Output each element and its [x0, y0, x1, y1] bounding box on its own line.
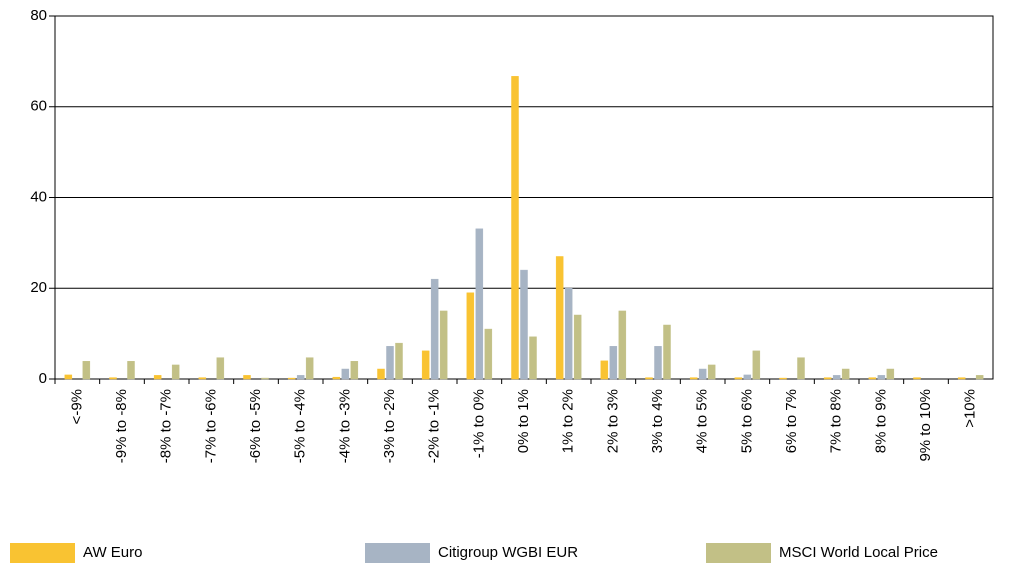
x-tick-label: <-9% — [68, 389, 85, 424]
bar — [555, 256, 564, 380]
x-tick-label: 5% to 6% — [738, 389, 755, 453]
bar — [198, 377, 207, 380]
y-tick-label: 20 — [30, 279, 47, 296]
bar — [689, 377, 698, 380]
bar — [511, 76, 519, 380]
bar — [868, 377, 877, 380]
bar — [439, 310, 448, 380]
x-tick-label: -8% to -7% — [158, 389, 175, 463]
x-tick-label: -7% to -6% — [202, 389, 219, 463]
bar — [64, 374, 73, 380]
legend-swatch — [365, 543, 430, 563]
x-tick-label: 4% to 5% — [694, 389, 711, 453]
bar — [127, 361, 135, 380]
bar — [386, 346, 394, 380]
x-tick-label: -1% to 0% — [470, 389, 487, 458]
bar — [109, 377, 117, 380]
legend-label: MSCI World Local Price — [779, 544, 938, 561]
bar — [618, 310, 627, 380]
x-tick-label: -2% to -1% — [426, 389, 443, 463]
bar — [529, 336, 537, 380]
bar — [350, 361, 359, 380]
bar — [466, 292, 475, 380]
x-tick-label: 0% to 1% — [515, 389, 532, 453]
bar — [332, 376, 341, 380]
x-tick-label: -9% to -8% — [113, 389, 130, 463]
bar — [609, 346, 618, 380]
x-tick-label: -3% to -2% — [381, 389, 398, 463]
bar — [600, 360, 609, 380]
bar — [421, 350, 430, 380]
x-tick-label: 9% to 10% — [917, 389, 934, 462]
y-tick-label: 80 — [30, 7, 47, 24]
bar — [663, 324, 671, 380]
x-tick-label: -5% to -4% — [292, 389, 309, 463]
bar — [296, 375, 305, 380]
x-tick-label: -6% to -5% — [247, 389, 264, 463]
bar — [243, 375, 251, 380]
bar — [171, 364, 180, 380]
y-tick-label: 60 — [30, 98, 47, 115]
bar — [823, 377, 832, 380]
legend-label: AW Euro — [83, 544, 142, 561]
bar — [698, 368, 707, 380]
bar — [779, 377, 787, 380]
bar — [287, 377, 296, 380]
legend-swatch — [10, 543, 75, 563]
bar — [305, 357, 314, 380]
bar — [975, 375, 984, 380]
x-tick-label: 1% to 2% — [560, 389, 577, 453]
bar — [395, 342, 403, 380]
x-tick-label: 3% to 4% — [649, 389, 666, 453]
bar — [841, 368, 850, 380]
bar — [377, 368, 385, 380]
bar — [752, 350, 761, 380]
bar — [520, 269, 528, 380]
x-tick-label: 7% to 8% — [828, 389, 845, 453]
bar — [573, 314, 582, 380]
bar — [886, 368, 895, 380]
bar — [475, 228, 484, 380]
bar — [341, 368, 350, 380]
bar — [957, 377, 966, 380]
x-tick-label: 8% to 9% — [872, 389, 889, 453]
x-tick-label: 6% to 7% — [783, 389, 800, 453]
bar — [153, 375, 162, 380]
legend-label: Citigroup WGBI EUR — [438, 544, 578, 561]
bar — [645, 377, 653, 380]
bar — [430, 278, 439, 380]
bar — [654, 346, 662, 380]
bar — [913, 377, 921, 380]
bar — [743, 374, 752, 380]
bar — [832, 375, 841, 380]
bar — [484, 328, 493, 380]
bar — [707, 364, 716, 380]
bar — [734, 377, 743, 380]
y-tick-label: 40 — [30, 188, 47, 205]
bar — [797, 357, 805, 380]
x-tick-label: -4% to -3% — [336, 389, 353, 463]
legend-swatch — [706, 543, 771, 563]
bar — [216, 357, 225, 380]
bar — [564, 288, 573, 380]
x-tick-label: >10% — [962, 389, 979, 428]
bar — [261, 377, 269, 380]
x-tick-label: 2% to 3% — [604, 389, 621, 453]
y-tick-label: 0 — [39, 370, 47, 387]
bar — [877, 375, 886, 380]
bar — [82, 361, 91, 380]
